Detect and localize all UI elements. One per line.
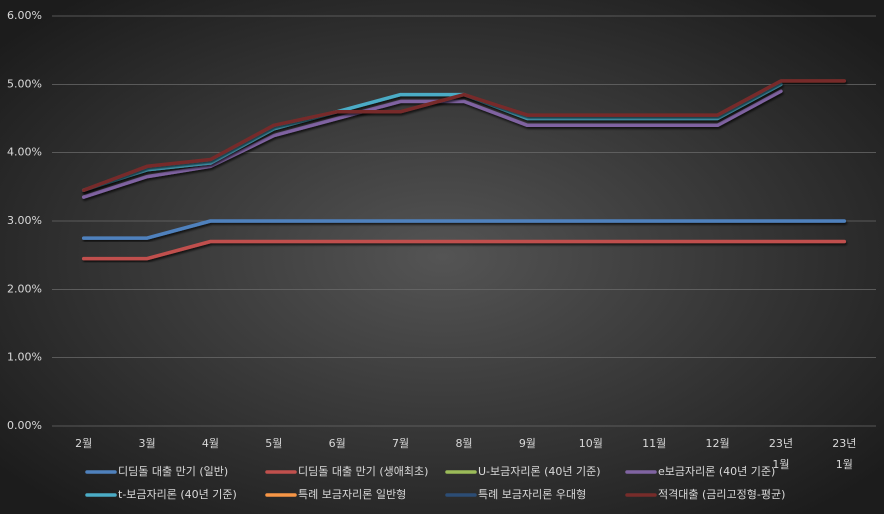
series-line xyxy=(81,239,847,261)
x-tick-label: 1월 xyxy=(772,458,789,471)
plot xyxy=(81,79,847,261)
x-tick-label: 4월 xyxy=(202,437,219,450)
legend-label: 디딤돌 대출 만기 (일반) xyxy=(118,464,228,478)
x-tick-label: 3월 xyxy=(139,437,156,450)
legend-label: e보금자리론 (40년 기준) xyxy=(658,465,775,478)
y-tick-label: 4.00% xyxy=(7,146,42,159)
x-tick-label: 11월 xyxy=(642,437,666,450)
grid xyxy=(52,15,876,427)
labels: 0.00% 1.00% 2.00% 3.00% 4.00% 5.00% 6.00% 2월 3월 4… xyxy=(7,9,856,501)
y-tick-label: 5.00% xyxy=(7,77,42,90)
x-tick-label: 23년 xyxy=(832,437,856,450)
legend-label: 특례 보금자리론 우대형 xyxy=(478,488,586,501)
x-tick-label: 8월 xyxy=(455,437,472,450)
legend-label: 특례 보금자리론 일반형 xyxy=(298,487,406,501)
y-tick-label: 6.00% xyxy=(7,9,42,22)
y-tick-label: 3.00% xyxy=(7,214,42,227)
legend-label: 디딤돌 대출 만기 (생애최초) xyxy=(298,465,428,478)
x-tick-label: 1월 xyxy=(836,458,853,471)
series-line xyxy=(81,79,847,192)
x-tick-label: 10월 xyxy=(579,437,603,450)
legend-label: U-보금자리론 (40년 기준) xyxy=(478,465,601,478)
x-tick-label: 9월 xyxy=(519,437,536,450)
x-tick-label: 7월 xyxy=(392,437,409,450)
series-line xyxy=(81,82,783,192)
x-tick-label: 23년 xyxy=(769,437,793,450)
x-tick-label: 12월 xyxy=(705,437,729,450)
y-tick-label: 1.00% xyxy=(7,351,42,364)
y-tick-label: 0.00% xyxy=(7,419,42,432)
series-line xyxy=(81,219,847,240)
legend-label: t-보금자리론 (40년 기준) xyxy=(118,488,237,501)
x-tick-label: 2월 xyxy=(75,437,92,450)
legend-label: 적격대출 (금리고정형-평균) xyxy=(658,488,785,501)
y-tick-label: 2.00% xyxy=(7,282,42,295)
x-tick-label: 5월 xyxy=(265,437,282,450)
x-tick-label: 6월 xyxy=(329,437,346,450)
